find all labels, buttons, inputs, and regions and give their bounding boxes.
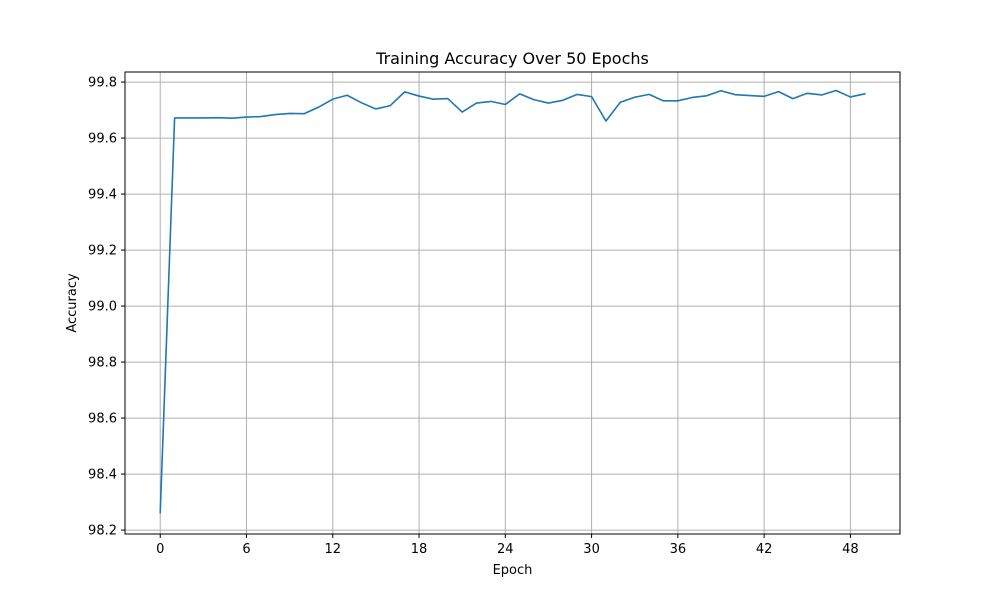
plot-frame [124, 71, 901, 535]
grid-layer [125, 72, 900, 534]
x-tick-label: 18 [411, 542, 428, 557]
ticks-layer: 0 6 12 18 24 30 36 42 48 98.2 98.4 98.6 98.8 99.0 99.2… [88, 76, 859, 557]
y-tick-label: 99.2 [88, 244, 117, 259]
x-tick-label: 48 [842, 542, 859, 557]
x-tick-label: 42 [756, 542, 773, 557]
y-tick-label: 99.4 [88, 188, 117, 203]
series-layer [159, 89, 866, 514]
x-axis-label: Epoch [493, 563, 533, 578]
x-tick-label: 30 [583, 542, 600, 557]
y-tick-label: 98.8 [88, 356, 117, 371]
y-tick-label: 99.8 [88, 76, 117, 91]
y-tick-label: 98.6 [88, 412, 117, 427]
x-tick-label: 12 [324, 542, 341, 557]
y-tick-label: 98.2 [88, 524, 117, 539]
y-axis-label: Accuracy [65, 273, 80, 333]
y-tick-label: 99.0 [88, 300, 117, 315]
x-tick-label: 36 [670, 542, 687, 557]
accuracy-line [159, 89, 866, 514]
x-tick-label: 6 [242, 542, 250, 557]
chart-title: Training Accuracy Over 50 Epochs [375, 49, 649, 68]
y-tick-label: 99.6 [88, 132, 117, 147]
y-tick-label: 98.4 [88, 468, 117, 483]
x-tick-label: 0 [156, 542, 164, 557]
x-tick-label: 24 [497, 542, 514, 557]
